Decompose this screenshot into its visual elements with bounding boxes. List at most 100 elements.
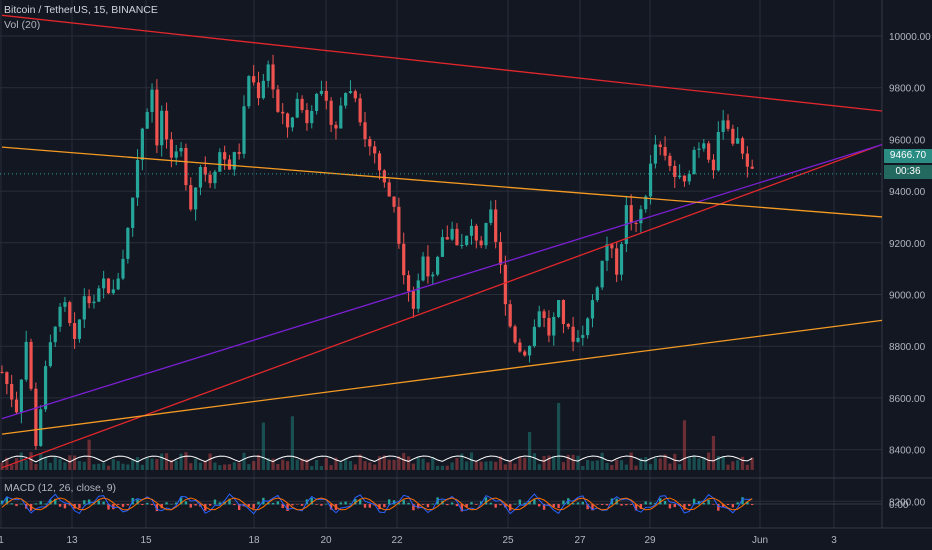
macd-legend: MACD (12, 26, close, 9) (4, 482, 117, 494)
macd-histogram-bar (484, 497, 488, 505)
candle-body (344, 92, 348, 106)
volume-bar (557, 402, 561, 470)
candlesticks (0, 54, 754, 450)
volume-bar (745, 464, 749, 470)
macd-histogram-bar (358, 499, 362, 505)
macd-histogram-bar (276, 501, 280, 505)
candle-body (97, 288, 101, 302)
candle-body (576, 337, 580, 342)
volume-bar (111, 459, 115, 470)
candle-body (92, 301, 96, 304)
volume-bar (668, 463, 672, 470)
volume-bar (561, 462, 566, 470)
macd-histogram-bar (407, 502, 410, 505)
macd-histogram-bar (634, 504, 638, 511)
volume-bar (421, 458, 425, 470)
macd-histogram-bar (426, 504, 430, 508)
macd-histogram-bar (107, 504, 110, 510)
grid-lines (0, 0, 932, 529)
macd-histogram-bar (731, 504, 735, 508)
macd-histogram-bar (475, 504, 478, 505)
candle-body (416, 280, 420, 309)
candle-body (223, 152, 227, 160)
macd-histogram-bar (29, 504, 33, 511)
volume-bar (479, 461, 483, 470)
volume-bar (164, 453, 169, 470)
volume-bar (14, 458, 19, 470)
volume-bar (310, 465, 314, 470)
macd-histogram-bar (179, 497, 183, 505)
volume-bar (639, 458, 643, 470)
volume-bar (382, 455, 386, 470)
macd-histogram-bar (344, 501, 347, 505)
macd-histogram-bar (286, 504, 289, 511)
macd-histogram-bar (44, 503, 47, 505)
volume-bar (344, 459, 348, 470)
macd-histogram-bar (639, 504, 643, 509)
volume-bar (24, 460, 28, 470)
macd-histogram-bar (489, 502, 493, 505)
candle-body (63, 302, 67, 307)
macd-histogram-bar (237, 504, 241, 510)
volume-bar (266, 458, 270, 470)
volume-bar (281, 459, 285, 470)
candle-body (126, 227, 130, 259)
candle-body (353, 91, 357, 99)
candle-body (537, 311, 541, 327)
macd-histogram-bar (349, 503, 352, 505)
volume-bar (5, 457, 9, 470)
candle-body (687, 174, 691, 182)
candle-body (716, 131, 720, 171)
macd-histogram-bar (39, 501, 42, 505)
volume-bar (634, 465, 638, 470)
volume-bar (508, 460, 512, 470)
candle-body (184, 147, 188, 186)
candle-body (745, 153, 749, 167)
macd-histogram-bar (600, 504, 604, 505)
volume-bar (348, 461, 353, 470)
volume-bar (552, 455, 556, 470)
volume-bar (39, 453, 43, 470)
candle-body (474, 225, 478, 241)
macd-histogram-bar (717, 504, 720, 511)
x-tick-label: 1 (0, 535, 4, 546)
x-tick-label: Jun (752, 535, 768, 546)
macd-histogram-bar (175, 502, 178, 505)
candle-body (639, 209, 643, 224)
macd-histogram-bar (654, 502, 657, 505)
candle-body (503, 264, 507, 305)
candle-body (740, 138, 745, 154)
macd-histogram-bar (102, 501, 105, 505)
volume-bar (624, 464, 628, 470)
candle-body (431, 274, 435, 277)
candle-body (121, 258, 125, 279)
macd-histogram-bar (450, 502, 454, 505)
volume-bar (261, 422, 265, 470)
macd-histogram-bar (213, 499, 217, 505)
macd-histogram-bar (0, 500, 4, 505)
candle-body (736, 138, 740, 144)
macd-histogram-bar (465, 504, 468, 508)
volume-bar (731, 461, 735, 470)
macd-histogram-bar (591, 504, 594, 511)
candle-body (484, 222, 488, 246)
macd-histogram-bar (538, 504, 541, 507)
candle-body (619, 244, 624, 275)
x-tick-label: 15 (140, 535, 152, 546)
candle-body (24, 341, 28, 380)
volume-bar (498, 456, 503, 470)
macd-histogram-bar (296, 504, 299, 505)
volume-legend: Vol (20) (4, 19, 41, 31)
macd-histogram-bar (552, 504, 555, 507)
macd-histogram-bar (518, 499, 522, 505)
x-tick-label: 3 (831, 535, 837, 546)
candle-body (571, 326, 575, 342)
volume-bar (77, 460, 82, 470)
countdown-tag: 00:36 (884, 165, 932, 179)
candle-body (402, 243, 406, 276)
candle-body (53, 326, 57, 343)
candle-body (542, 311, 546, 318)
volume-bar (358, 454, 362, 470)
volume-bar (740, 456, 745, 470)
